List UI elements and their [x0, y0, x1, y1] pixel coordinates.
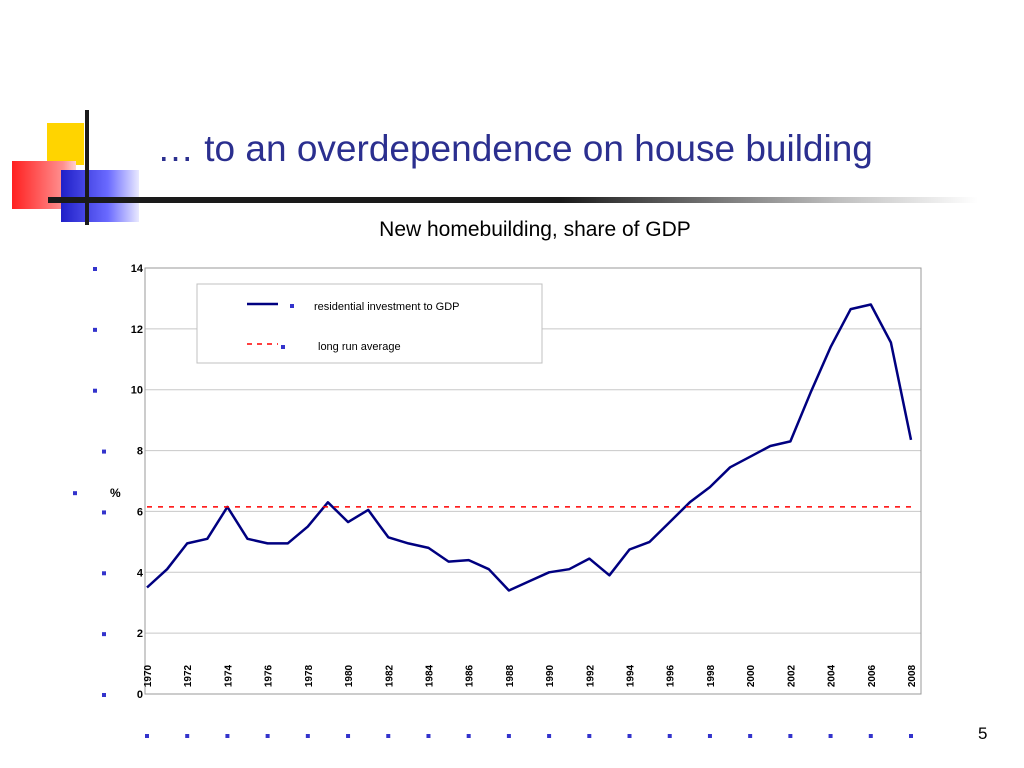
legend-label-average: long run average	[318, 341, 401, 353]
deco-blue-square	[61, 170, 139, 222]
bullet-marker	[667, 734, 672, 738]
deco-vertical-line	[85, 110, 89, 225]
bullet-marker	[265, 734, 270, 738]
x-tick-label: 2000	[746, 664, 757, 687]
y-tick-label: 4	[137, 567, 144, 579]
bullet-marker	[868, 734, 873, 738]
bullet-marker	[748, 734, 753, 738]
bullet-marker	[102, 510, 106, 515]
bullet-marker	[707, 734, 712, 738]
title-rule	[48, 197, 978, 203]
y-tick-label: 10	[131, 385, 143, 397]
series-line-residential-investment	[146, 303, 913, 592]
x-tick-label: 1970	[143, 664, 154, 687]
x-tick-label: 1976	[264, 664, 275, 687]
legend-label-residential: residential investment to GDP	[314, 301, 460, 313]
x-tick-label: 1974	[223, 664, 234, 687]
slide-title: … to an overdependence on house building	[157, 128, 873, 169]
bullet-marker	[102, 449, 106, 454]
y-axis-label: %	[110, 486, 121, 500]
legend-bullet	[290, 304, 294, 308]
x-tick-label: 1994	[626, 664, 637, 687]
bullet-marker	[93, 267, 97, 271]
x-tick-label: 2008	[907, 664, 918, 687]
legend: residential investment to GDP long run a…	[196, 283, 543, 364]
x-tick-label: 2006	[867, 664, 878, 687]
y-tick-label: 8	[137, 446, 143, 458]
x-tick-label: 1978	[304, 664, 315, 687]
bullet-marker	[466, 734, 471, 738]
bullet-marker	[305, 734, 310, 738]
x-tick-label: 1972	[183, 664, 194, 687]
x-tick-labels: 1970 1972 1974 1976 1978 1980 1982 1984 1986 1988…	[143, 664, 918, 687]
bullet-marker	[73, 491, 77, 496]
bullet-marker	[547, 734, 552, 738]
legend-box	[196, 283, 543, 364]
bullet-marker	[828, 734, 833, 738]
grid-layer	[145, 328, 921, 634]
bullet-marker	[909, 734, 913, 738]
bullet-marker	[225, 734, 230, 738]
bullet-marker	[587, 734, 592, 738]
bullet-marker	[145, 734, 149, 738]
deco-yellow-square	[47, 123, 84, 165]
bullet-marker	[93, 388, 97, 393]
x-tick-label: 1988	[505, 664, 516, 687]
bullet-marker	[102, 632, 106, 637]
y-tick-label: 14	[131, 263, 144, 275]
bullet-marker	[346, 734, 351, 738]
bullet-marker	[506, 734, 511, 738]
x-tick-label: 1996	[666, 664, 677, 687]
bullet-marker	[102, 693, 106, 697]
x-tick-label: 1990	[545, 664, 556, 687]
x-tick-label: 2004	[827, 664, 838, 687]
x-tick-label: 1998	[706, 664, 717, 687]
x-tick-label: 1992	[585, 664, 596, 687]
bullet-marker	[102, 571, 106, 576]
y-tick-labels: 0 2 4 6 8 10 12 14	[131, 263, 144, 701]
y-tick-label: 2	[137, 628, 143, 640]
bullet-marker	[93, 327, 97, 332]
legend-bullet	[281, 345, 285, 349]
bullet-marker	[426, 734, 431, 738]
page-number: 5	[978, 724, 988, 743]
bullet-marker	[788, 734, 793, 738]
x-tick-label: 1986	[465, 664, 476, 687]
bullet-marker	[627, 734, 632, 738]
x-tick-label: 1984	[424, 664, 435, 687]
bullet-layer	[73, 267, 913, 738]
y-tick-label: 0	[137, 689, 143, 701]
y-tick-label: 6	[137, 506, 143, 518]
bullet-marker	[185, 734, 190, 738]
y-tick-label: 12	[131, 324, 143, 336]
x-tick-label: 2002	[786, 664, 797, 687]
series-layer	[146, 303, 913, 592]
x-tick-label: 1980	[344, 664, 355, 687]
chart-title: New homebuilding, share of GDP	[379, 218, 691, 241]
x-tick-label: 1982	[384, 664, 395, 687]
bullet-marker	[386, 734, 391, 738]
plot-frame	[144, 267, 922, 695]
